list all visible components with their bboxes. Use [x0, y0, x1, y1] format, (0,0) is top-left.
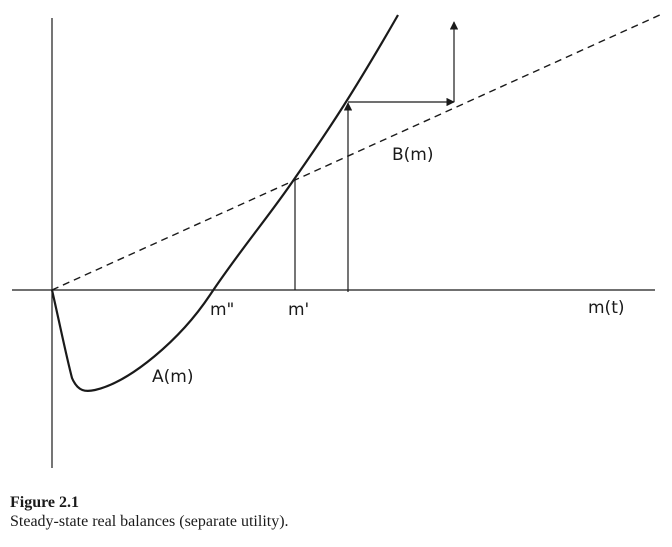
- caption-text: Steady-state real balances (separate uti…: [10, 513, 289, 530]
- phase-diagram: m" m' m(t) B(m) A(m): [12, 13, 663, 468]
- b-curve-label: B(m): [392, 145, 434, 165]
- caption-title: Figure 2.1: [10, 494, 80, 511]
- figure-caption: Figure 2.1 Steady-state real balances (s…: [10, 494, 660, 531]
- m-prime-label: m': [288, 300, 309, 320]
- m-double-prime-label: m": [210, 300, 234, 320]
- a-curve-label: A(m): [152, 367, 193, 387]
- b-curve: [51, 13, 663, 291]
- a-curve: [50, 14, 399, 393]
- x-axis-label: m(t): [588, 298, 625, 318]
